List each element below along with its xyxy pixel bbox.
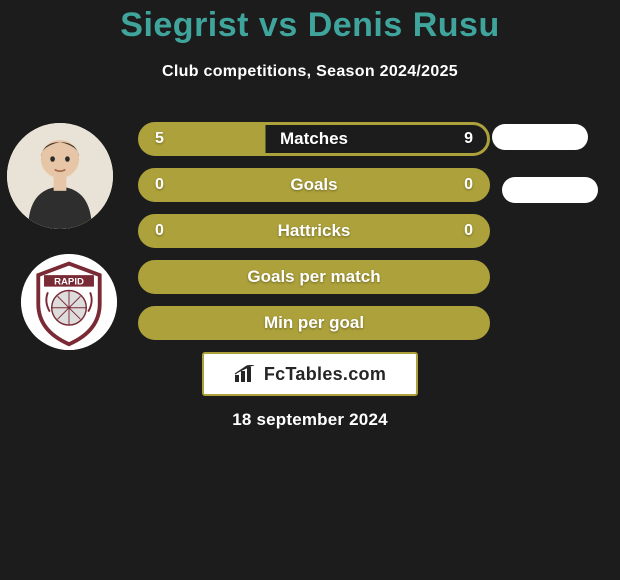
player-avatar-left xyxy=(7,123,113,229)
stat-row: Min per goal xyxy=(138,306,490,340)
stat-label: Goals per match xyxy=(141,267,487,287)
stat-label: Hattricks xyxy=(141,221,487,241)
stat-value-left: 0 xyxy=(155,222,164,240)
club-badge-left: RAPID xyxy=(21,254,117,350)
subtitle: Club competitions, Season 2024/2025 xyxy=(0,63,620,81)
opponent-pill-0 xyxy=(492,124,588,150)
bars-icon xyxy=(234,365,258,383)
stat-row: Goals0 0 xyxy=(138,168,490,202)
crest-word: RAPID xyxy=(54,277,84,288)
stat-row: Hattricks0 0 xyxy=(138,214,490,248)
stat-row: Goals per match xyxy=(138,260,490,294)
stat-label: Min per goal xyxy=(141,313,487,333)
stat-label: Matches xyxy=(141,129,487,149)
stat-value-right: 0 xyxy=(464,222,473,240)
stat-label: Goals xyxy=(141,175,487,195)
page-title: Siegrist vs Denis Rusu xyxy=(0,6,620,45)
stat-value-left: 0 xyxy=(155,176,164,194)
opponent-pill-1 xyxy=(502,177,598,203)
fctables-logo-box: FcTables.com xyxy=(202,352,418,396)
stat-value-right: 9 xyxy=(464,130,473,148)
fctables-logo-text: FcTables.com xyxy=(264,364,386,385)
club-crest-icon: RAPID xyxy=(21,254,117,350)
stat-value-right: 0 xyxy=(464,176,473,194)
avatar-placeholder-icon xyxy=(7,123,113,229)
stat-row: Matches5 9 xyxy=(138,122,490,156)
snapshot-date: 18 september 2024 xyxy=(0,410,620,430)
stat-value-left: 5 xyxy=(155,130,164,148)
